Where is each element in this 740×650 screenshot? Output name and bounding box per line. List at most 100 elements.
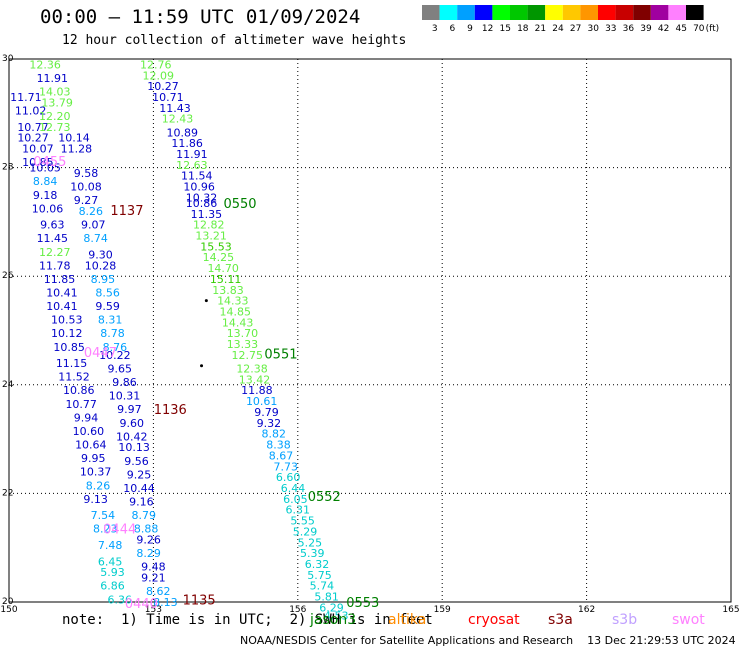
swh-value: 10.22	[99, 349, 131, 362]
swh-value: 8.26	[86, 479, 111, 492]
swh-value: 10.77	[17, 121, 49, 134]
swh-value: 9.56	[124, 455, 149, 468]
swh-value: 9.16	[129, 496, 154, 509]
legend-swatch	[422, 5, 440, 20]
swh-value: 13.33	[227, 338, 259, 351]
legend-swatch	[580, 5, 598, 20]
pass-time-label: 1135	[183, 593, 216, 608]
swh-value: 5.74	[310, 580, 335, 593]
swh-value: 5.29	[293, 525, 318, 538]
swh-value: 6.45	[98, 555, 123, 568]
swh-value: 8.88	[134, 523, 159, 536]
swh-value: 10.12	[51, 327, 83, 340]
swh-value: 10.61	[246, 395, 278, 408]
swh-value: 5.93	[100, 566, 125, 579]
swh-value: 9.63	[40, 219, 65, 232]
legend-swatch	[457, 5, 475, 20]
swh-value: 12.36	[29, 58, 61, 71]
x-tick-label: 165	[722, 605, 739, 615]
swh-value: 10.08	[70, 181, 102, 194]
legend-label: 36	[623, 24, 635, 34]
swh-value: 8.95	[91, 273, 116, 286]
color-legend: 3 6 9 12 15 18 21 24 27 30 33 36 39 42 45 70 (ft)	[422, 5, 719, 34]
swh-value: 8.38	[266, 439, 291, 452]
swh-value: 8.29	[136, 547, 161, 560]
swh-value: 13.83	[212, 284, 244, 297]
chart-subtitle: 12 hour collection of altimeter wave hei…	[62, 33, 407, 48]
swh-value: 11.86	[171, 137, 203, 150]
swh-value: 14.43	[222, 316, 254, 329]
swh-value: 12.75	[232, 349, 264, 362]
swh-value: 12.63	[176, 159, 208, 172]
swh-value: 6.36	[107, 593, 132, 606]
swh-value: 11.43	[159, 102, 191, 115]
swh-value: 9.32	[257, 417, 282, 430]
pass-time-label: 0440	[125, 597, 158, 612]
swh-value: 6.05	[283, 493, 308, 506]
swh-value: 5.75	[307, 569, 332, 582]
swh-value: 15.11	[210, 273, 242, 286]
swh-value: 9.94	[74, 411, 99, 424]
pass-time-label: 0447	[84, 346, 117, 361]
legend-swatch	[510, 5, 528, 20]
swh-value: 10.85	[22, 156, 54, 169]
swh-value: 10.31	[109, 390, 141, 403]
legend-swatch	[562, 5, 581, 20]
swh-value: 6.86	[100, 580, 125, 593]
legend-swatch	[545, 5, 563, 20]
mission-jason3: jason3	[310, 612, 357, 628]
swh-value: 11.28	[61, 143, 93, 156]
swh-value: 13.21	[195, 229, 227, 242]
pass-time-label: 1137	[110, 204, 143, 219]
swh-value: 10.96	[183, 181, 215, 194]
swh-value: 12.43	[162, 113, 194, 126]
legend-label: 45	[675, 24, 686, 34]
swh-value: 13.79	[41, 96, 73, 109]
mission-altika: altika	[388, 612, 427, 628]
swh-value: 11.91	[176, 148, 208, 161]
swh-value: 5.81	[314, 591, 339, 604]
swh-value: 10.27	[147, 80, 179, 93]
legend-swatch	[633, 5, 651, 20]
swh-value: 10.71	[152, 91, 184, 104]
swh-value: 9.26	[136, 534, 161, 547]
x-tick-label: 159	[434, 605, 451, 615]
swh-value: 8.74	[83, 232, 108, 245]
swh-value: 14.33	[217, 295, 249, 308]
swh-value: 8.78	[100, 327, 125, 340]
swh-value: 5.39	[300, 547, 325, 560]
swh-value: 9.97	[117, 403, 142, 416]
swh-value: 6.32	[305, 558, 330, 571]
legend-label: 30	[587, 24, 599, 34]
legend-label: 27	[570, 24, 581, 34]
swh-value: 11.02	[15, 105, 47, 118]
swh-value: 12.38	[236, 363, 268, 376]
swh-value: 10.77	[65, 398, 97, 411]
legend-swatch	[615, 5, 634, 20]
legend-swatch	[686, 5, 704, 20]
legend-label: 12	[482, 24, 493, 34]
swh-value: 9.25	[127, 468, 152, 481]
swh-value: 9.60	[119, 417, 144, 430]
footer-note: note: 1) Time is in UTC; 2) SWH is in fe…	[62, 612, 433, 628]
swh-value: 4.53	[324, 610, 349, 623]
swh-value: 5.55	[290, 515, 315, 528]
swh-value: 10.05	[29, 162, 61, 175]
legend-label: 3	[432, 24, 438, 34]
swh-value: 6.44	[281, 482, 306, 495]
swh-value: 8.26	[79, 205, 104, 218]
mission-swot: swot	[672, 612, 705, 628]
credit-line: NOAA/NESDIS Center for Satellite Applica…	[240, 634, 736, 647]
data-dot	[204, 299, 208, 303]
legend-swatch	[650, 5, 669, 20]
swh-value: 10.86	[63, 384, 95, 397]
swh-value: 10.41	[46, 286, 78, 299]
data-dot	[200, 364, 204, 368]
swh-value: 14.03	[39, 86, 71, 99]
swh-value: 8.79	[132, 509, 157, 522]
swh-value: 12.73	[39, 121, 71, 134]
swh-value: 10.89	[167, 126, 199, 139]
swh-value: 15.53	[200, 240, 232, 253]
swh-value: 10.06	[32, 202, 64, 215]
swh-value: 8.13	[153, 596, 178, 609]
